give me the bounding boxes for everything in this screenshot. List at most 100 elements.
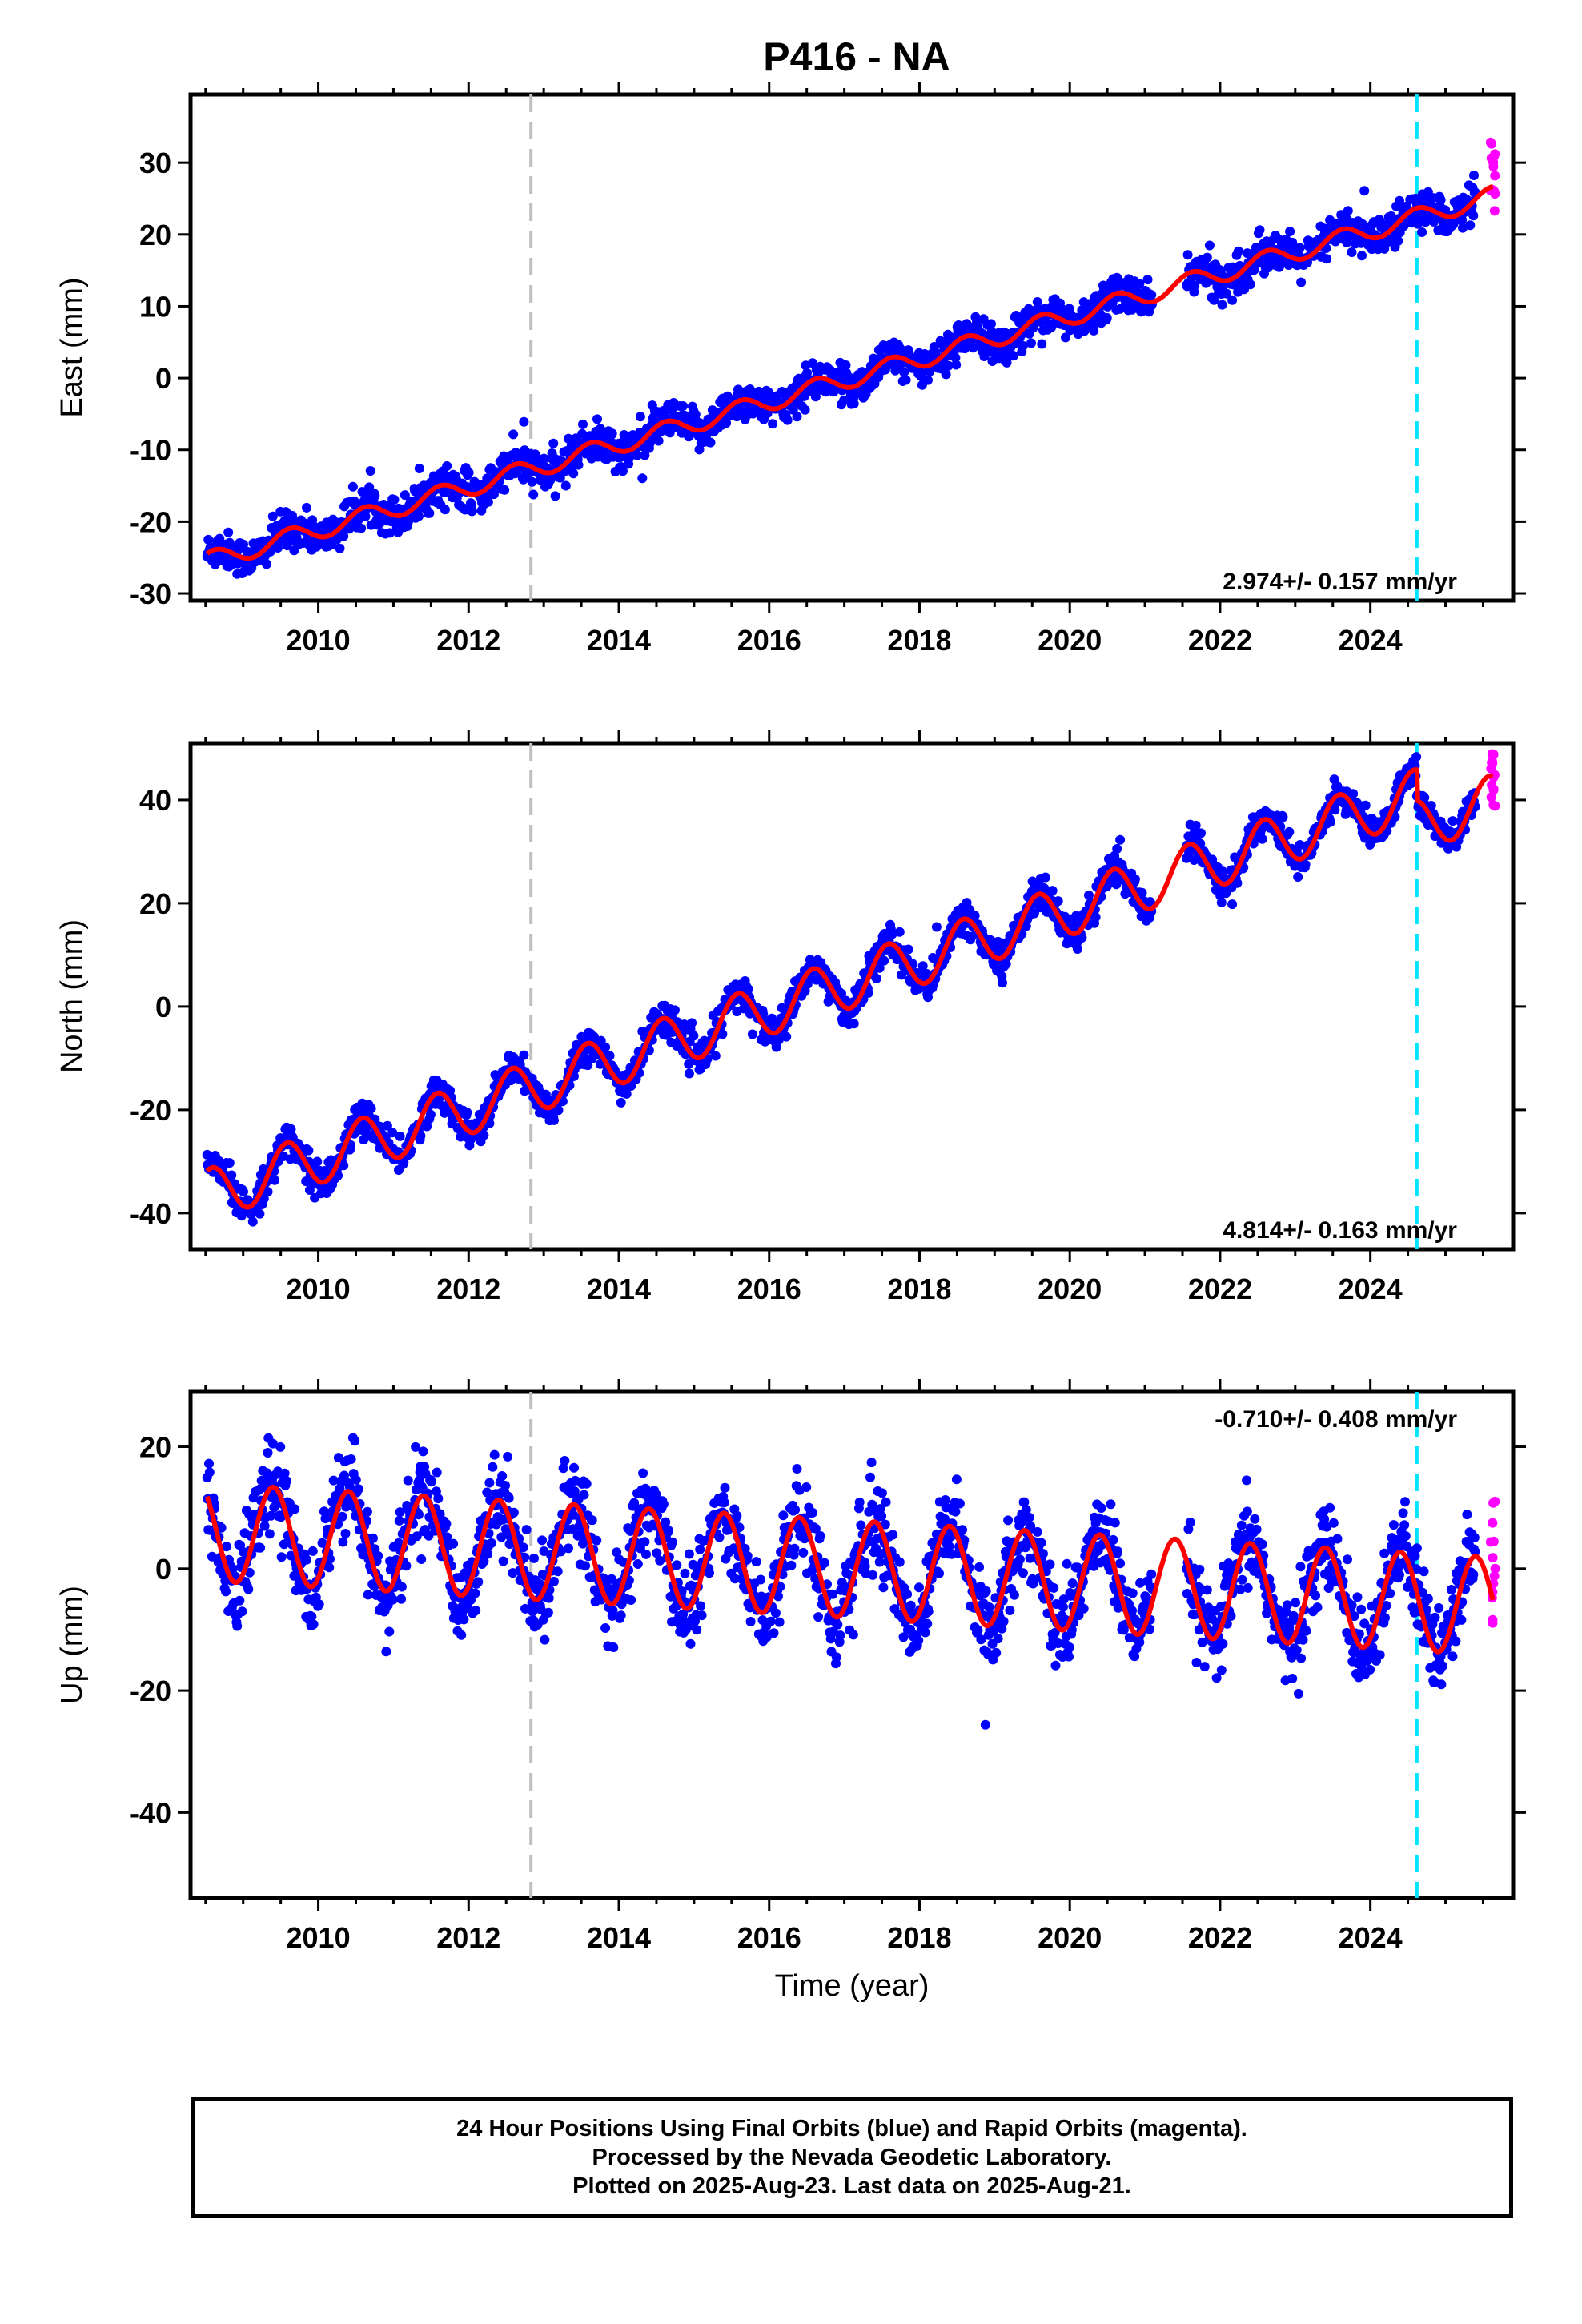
y-tick-label: 20 <box>139 887 171 920</box>
final-orbit-point <box>874 963 885 973</box>
y-tick-label: 10 <box>139 290 171 323</box>
final-orbit-point <box>894 927 905 937</box>
final-orbit-point <box>1435 195 1446 205</box>
final-orbit-point <box>839 395 849 405</box>
x-tick-label: 2010 <box>287 624 351 657</box>
final-orbit-point <box>470 1588 480 1598</box>
final-orbit-point <box>1090 912 1101 923</box>
x-tick-label: 2010 <box>287 1921 351 1954</box>
final-orbit-point <box>498 1556 508 1566</box>
velocity-label: 2.974+/- 0.157 mm/yr <box>1223 569 1457 595</box>
final-orbit-point <box>1300 859 1311 870</box>
final-orbit-point <box>303 1145 314 1156</box>
y-axis-title: Up (mm) <box>55 1586 89 1704</box>
final-orbit-point <box>504 1493 514 1503</box>
x-tick-label: 2012 <box>436 1273 500 1305</box>
final-orbit-point <box>1325 817 1335 827</box>
y-tick-label: 40 <box>139 784 171 817</box>
final-orbit-point <box>1026 338 1036 348</box>
final-orbit-point <box>808 358 817 368</box>
final-orbit-point <box>1227 295 1238 305</box>
final-orbit-point <box>221 1586 231 1597</box>
final-orbit-point <box>687 1018 697 1028</box>
final-orbit-point <box>262 559 271 569</box>
final-orbit-point <box>1411 752 1422 762</box>
final-orbit-point <box>1115 304 1126 314</box>
rapid-orbit-point <box>1490 189 1500 199</box>
final-orbit-point <box>543 1607 553 1618</box>
final-orbit-point <box>414 464 424 473</box>
final-orbit-point <box>849 399 859 409</box>
final-orbit-point <box>577 428 588 439</box>
final-orbit-point <box>747 1029 757 1039</box>
final-orbit-point <box>1072 944 1082 954</box>
final-orbit-point <box>581 1478 592 1489</box>
final-orbit-point <box>488 489 499 500</box>
x-tick-label: 2022 <box>1188 1921 1252 1954</box>
final-orbit-point <box>841 360 851 370</box>
final-orbit-point <box>1457 215 1468 225</box>
final-orbit-point <box>678 401 689 411</box>
final-orbit-point <box>549 1115 559 1125</box>
x-tick-label: 2016 <box>737 1273 801 1305</box>
final-orbit-point <box>473 1577 484 1587</box>
final-orbit-point <box>923 375 933 385</box>
final-orbit-point <box>1102 312 1112 323</box>
plot-area <box>202 743 1500 1249</box>
final-orbit-point <box>1009 351 1019 361</box>
final-orbit-point <box>290 1504 300 1514</box>
final-orbit-point <box>1296 277 1307 287</box>
final-orbit-point <box>618 466 628 476</box>
final-orbit-point <box>608 1606 618 1615</box>
final-orbit-point <box>849 1019 859 1029</box>
final-orbit-point <box>270 1175 280 1185</box>
final-orbit-point <box>899 367 909 377</box>
final-orbit-point <box>311 541 322 552</box>
final-orbit-point <box>459 1614 469 1625</box>
final-orbit-point <box>968 343 978 353</box>
x-tick-label: 2022 <box>1188 1273 1252 1305</box>
final-orbit-point <box>1393 235 1403 246</box>
final-orbit-point <box>1330 805 1340 815</box>
final-orbit-point <box>1047 886 1058 896</box>
final-orbit-point <box>537 1535 548 1546</box>
final-orbit-point <box>467 506 477 517</box>
final-orbit-point <box>986 319 996 329</box>
final-orbit-point <box>632 450 642 460</box>
final-orbit-point <box>560 1456 570 1466</box>
final-orbit-point <box>951 360 962 370</box>
final-orbit-point <box>745 384 755 394</box>
final-orbit-point <box>314 1599 324 1610</box>
final-orbit-point <box>1018 340 1028 351</box>
final-orbit-point <box>302 502 311 513</box>
final-orbit-point <box>1202 252 1212 263</box>
final-orbit-point <box>395 1131 405 1141</box>
final-orbit-point <box>508 429 519 440</box>
final-orbit-point <box>553 1105 564 1116</box>
final-orbit-point <box>592 414 602 424</box>
final-orbit-point <box>901 375 911 385</box>
final-orbit-point <box>488 1462 498 1472</box>
final-orbit-point <box>1469 171 1479 180</box>
final-orbit-point <box>1209 295 1219 305</box>
final-orbit-point <box>204 1458 214 1469</box>
final-orbit-point <box>224 1158 235 1168</box>
final-orbit-point <box>1284 826 1295 837</box>
final-orbit-point <box>1347 247 1357 257</box>
final-orbit-point <box>442 461 452 471</box>
final-orbit-point <box>600 1042 611 1052</box>
x-tick-label: 2024 <box>1339 1273 1403 1305</box>
final-orbit-point <box>223 527 234 537</box>
final-orbit-point <box>1089 325 1099 336</box>
final-orbit-point <box>312 1156 323 1167</box>
final-orbit-point <box>1115 834 1126 845</box>
final-orbit-point <box>689 1031 699 1041</box>
final-orbit-point <box>941 369 951 380</box>
plot-area <box>202 1392 1500 1898</box>
x-tick-label: 2018 <box>887 624 951 657</box>
final-orbit-point <box>433 1494 444 1504</box>
final-orbit-point <box>360 511 371 521</box>
final-orbit-point <box>781 1031 792 1042</box>
final-orbit-point <box>362 1506 372 1517</box>
